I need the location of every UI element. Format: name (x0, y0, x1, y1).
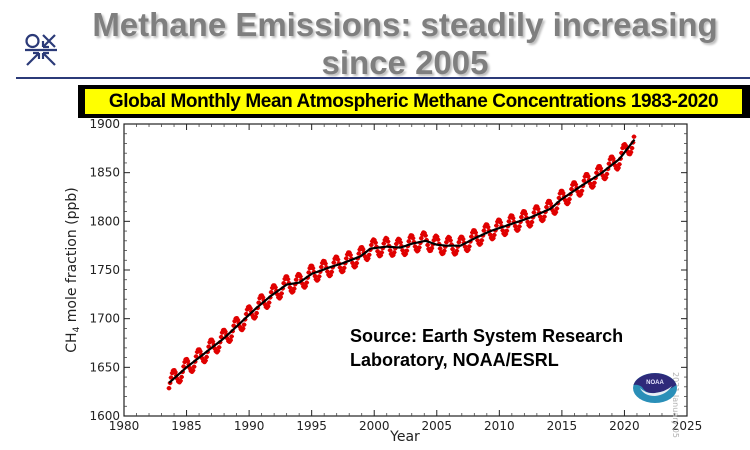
y-tick-label: 1650 (89, 360, 120, 374)
slide-title-line1: Methane Emissions: steadily increasing (92, 6, 718, 43)
axes: 1980 1985 1990 1995 2000 2005 2010 2015 2020 2025… (89, 117, 702, 433)
y-tick-label: 1900 (89, 117, 120, 131)
ok-arrows-logo-icon (25, 33, 57, 66)
title-divider (16, 77, 750, 79)
x-tick-label: 2025 (672, 419, 703, 433)
plot-area (166, 134, 637, 391)
noaa-logo-icon: NOAA (633, 373, 677, 403)
x-tick-label: 2015 (547, 419, 578, 433)
x-tick-label: 1985 (171, 419, 202, 433)
slide-title-line2: since 2005 (321, 44, 489, 81)
slide-title: Methane Emissions: steadily increasing s… (60, 6, 750, 82)
chart-title-banner: Global Monthly Mean Atmospheric Methane … (78, 85, 750, 118)
y-tick-label: 1850 (89, 166, 120, 180)
source-line2: Laboratory, NOAA/ESRL (350, 350, 559, 370)
y-tick-label: 1600 (89, 409, 120, 423)
chart-title-banner-text: Global Monthly Mean Atmospheric Methane … (85, 89, 742, 114)
x-tick-label: 2005 (422, 419, 453, 433)
trend-line (168, 138, 636, 384)
y-tick-label: 1700 (89, 312, 120, 326)
x-tick-label: 1995 (296, 419, 327, 433)
x-tick-label: 1990 (234, 419, 265, 433)
y-axis-title: CH4 mole fraction (ppb) (64, 187, 82, 352)
x-axis-title: Year (389, 429, 420, 445)
x-tick-label: 1980 (109, 419, 140, 433)
svg-text:NOAA: NOAA (646, 380, 664, 386)
x-tick-label: 2020 (609, 419, 640, 433)
y-tick-label: 1800 (89, 214, 120, 228)
source-line1: Source: Earth System Research (350, 326, 624, 346)
x-tick-label: 2010 (484, 419, 515, 433)
source-note: Source: Earth System Research Laboratory… (350, 324, 623, 372)
x-tick-label: 2000 (359, 419, 390, 433)
y-tick-label: 1750 (89, 263, 120, 277)
